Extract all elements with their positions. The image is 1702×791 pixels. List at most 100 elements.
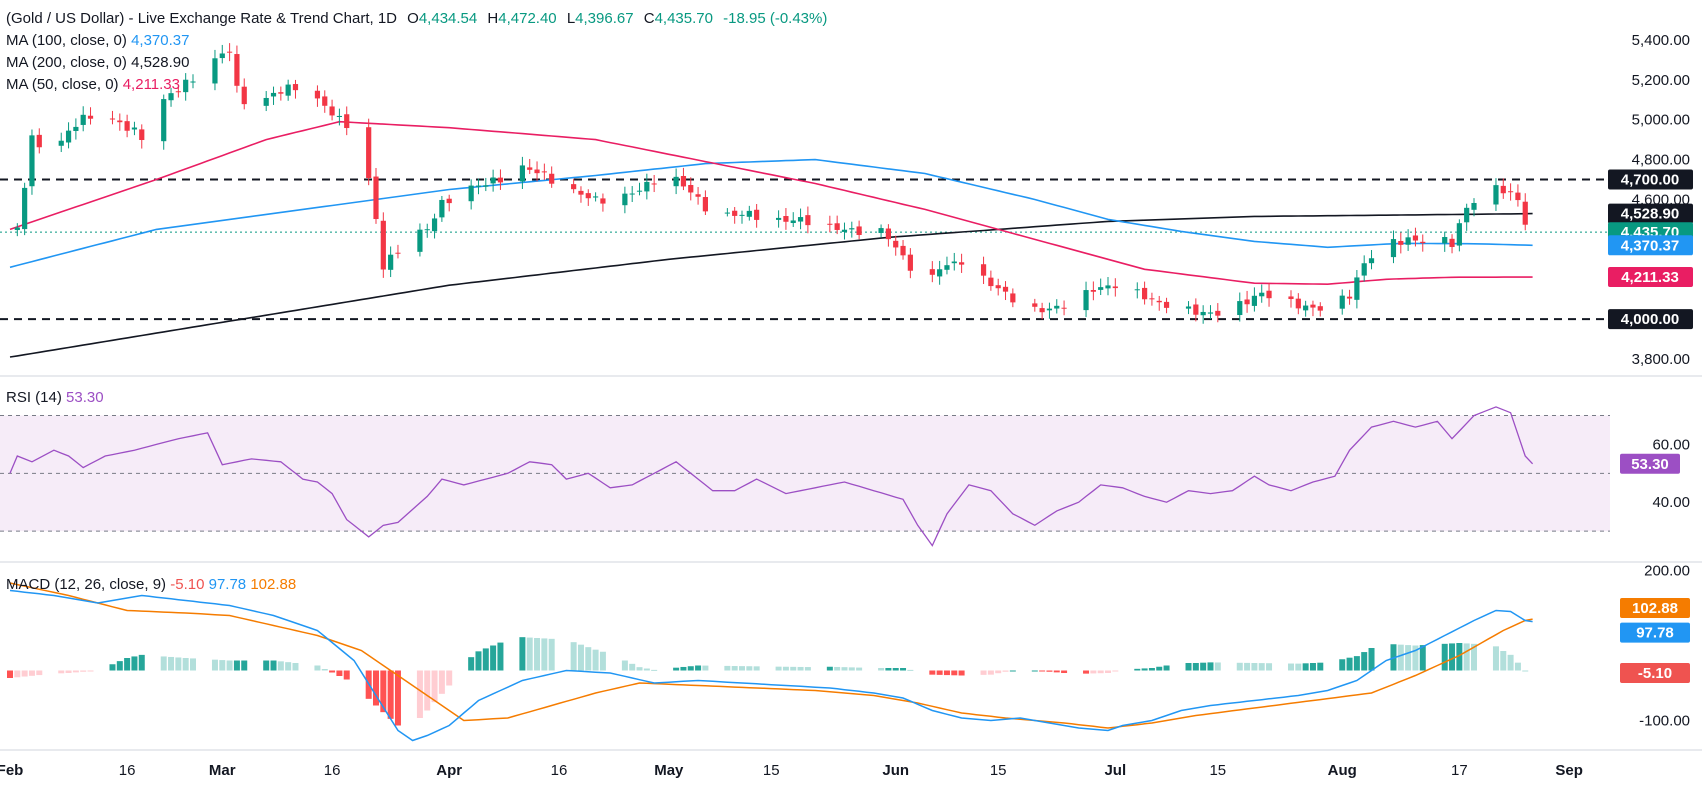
candle-body bbox=[1193, 304, 1199, 315]
macd-tag: -5.10 bbox=[1620, 663, 1690, 684]
candle-body bbox=[183, 79, 189, 93]
candle-body bbox=[593, 196, 599, 198]
macd-hist-value: -5.10 bbox=[170, 576, 205, 593]
macd-hist-bar bbox=[570, 642, 577, 671]
candle-body bbox=[344, 114, 350, 129]
candle-body bbox=[841, 229, 848, 232]
macd-hist-bar bbox=[534, 638, 541, 671]
candle-body bbox=[1010, 293, 1016, 303]
macd-tag-bg bbox=[1620, 598, 1690, 619]
candle-body bbox=[234, 54, 240, 86]
price-tick-label: 4,800.00 bbox=[1632, 152, 1690, 169]
ma200-legend[interactable]: MA (200, close, 0) 4,528.90 bbox=[6, 54, 190, 71]
macd-hist-bar bbox=[900, 668, 907, 671]
time-tick-label: Feb bbox=[0, 762, 23, 779]
macd-hist-bar bbox=[841, 667, 848, 671]
macd-hist-bar bbox=[782, 666, 789, 671]
macd-hist-bar bbox=[182, 658, 189, 671]
macd-hist-bar bbox=[36, 670, 43, 676]
macd-hist-bar bbox=[14, 670, 21, 678]
macd-hist-bar bbox=[1492, 646, 1499, 671]
candle-body bbox=[468, 185, 474, 202]
candle-body bbox=[995, 285, 1001, 289]
macd-hist-bar bbox=[1031, 670, 1038, 672]
candle-body bbox=[1090, 290, 1096, 292]
macd-hist-bar bbox=[878, 668, 885, 671]
macd-hist-bar bbox=[1244, 662, 1251, 671]
candle-body bbox=[109, 118, 116, 120]
candle-body bbox=[585, 193, 591, 199]
time-tick-label: Jul bbox=[1104, 762, 1126, 779]
price-tag-label: 4,528.90 bbox=[1621, 206, 1679, 223]
candle-body bbox=[395, 252, 401, 254]
macd-signal-line bbox=[9, 582, 1533, 729]
candle-body bbox=[929, 269, 935, 275]
ma50-legend[interactable]: MA (50, close, 0) 4,211.33 bbox=[6, 76, 180, 93]
macd-hist-bar bbox=[1192, 663, 1199, 671]
macd-hist-bar bbox=[1346, 657, 1353, 671]
candle-body bbox=[1522, 201, 1528, 225]
candle-body bbox=[988, 277, 994, 287]
macd-hist-bar bbox=[885, 668, 892, 671]
macd-signal-value: 102.88 bbox=[250, 576, 297, 593]
price-tick-label: 3,800.00 bbox=[1632, 351, 1690, 368]
macd-tag-bg bbox=[1620, 622, 1690, 643]
candle-body bbox=[439, 199, 445, 218]
macd-hist-bar bbox=[1002, 670, 1009, 672]
macd-hist-bar bbox=[541, 638, 548, 671]
macd-hist-bar bbox=[1214, 662, 1221, 671]
macd-hist-bar bbox=[416, 670, 423, 718]
macd-hist-bar bbox=[1258, 663, 1265, 671]
price-tick-label: 5,400.00 bbox=[1632, 32, 1690, 49]
ma100-legend[interactable]: MA (100, close, 0) 4,370.37 bbox=[6, 32, 190, 49]
macd-hist-bar bbox=[797, 666, 804, 671]
rsi-value: 53.30 bbox=[66, 389, 104, 406]
macd-hist-bar bbox=[746, 666, 753, 671]
rsi-tick-label: 60.00 bbox=[1652, 436, 1690, 453]
candle-body bbox=[900, 245, 906, 256]
macd-tag-bg bbox=[1620, 663, 1690, 684]
macd-hist-bar bbox=[1039, 670, 1046, 672]
candle-body bbox=[139, 129, 145, 141]
price-tag-bg bbox=[1608, 169, 1693, 190]
macd-hist-bar bbox=[1141, 668, 1148, 671]
macd-hist-bar bbox=[987, 670, 994, 675]
macd-hist-bar bbox=[731, 666, 738, 671]
candle-body bbox=[937, 269, 943, 277]
rsi-tag-label: 53.30 bbox=[1631, 456, 1669, 473]
candle-body bbox=[644, 181, 650, 192]
candle-body bbox=[1412, 235, 1419, 241]
macd-hist-bar bbox=[87, 670, 94, 672]
candle-body bbox=[124, 121, 130, 131]
macd-hist-bar bbox=[1514, 662, 1521, 671]
macd-hist-bar bbox=[219, 660, 226, 671]
candle-body bbox=[131, 127, 138, 130]
macd-hist-bar bbox=[131, 656, 138, 671]
macd-hist-bar bbox=[980, 670, 987, 675]
rsi-legend[interactable]: RSI (14) 53.30 bbox=[6, 389, 104, 406]
macd-hist-bar bbox=[651, 669, 658, 671]
macd-legend[interactable]: MACD (12, 26, close, 9) -5.10 97.78 102.… bbox=[6, 576, 297, 593]
candle-body bbox=[1420, 241, 1426, 244]
price-tag: 4,528.90 bbox=[1608, 203, 1693, 224]
macd-hist-bar bbox=[482, 648, 489, 671]
ma100-value: 4,370.37 bbox=[131, 32, 190, 49]
candle-body bbox=[1508, 191, 1514, 193]
candle-body bbox=[541, 171, 547, 173]
candle-body bbox=[168, 93, 174, 101]
macd-hist-bar bbox=[1061, 670, 1068, 673]
candle-body bbox=[1046, 308, 1053, 311]
macd-hist-bar bbox=[1353, 656, 1360, 671]
time-tick-label: Sep bbox=[1555, 762, 1583, 779]
macd-hist-bar bbox=[1339, 659, 1346, 671]
candle-body bbox=[278, 92, 284, 94]
macd-hist-bar bbox=[160, 656, 167, 671]
candle-body bbox=[944, 265, 950, 270]
candle-body bbox=[1288, 296, 1294, 300]
macd-hist-bar bbox=[438, 670, 445, 694]
candle-body bbox=[1185, 306, 1192, 309]
symbol-title: (Gold / US Dollar) - Live Exchange Rate … bbox=[6, 10, 397, 27]
macd-hist-bar bbox=[856, 667, 863, 671]
macd-tick-label: 200.00 bbox=[1644, 563, 1690, 580]
